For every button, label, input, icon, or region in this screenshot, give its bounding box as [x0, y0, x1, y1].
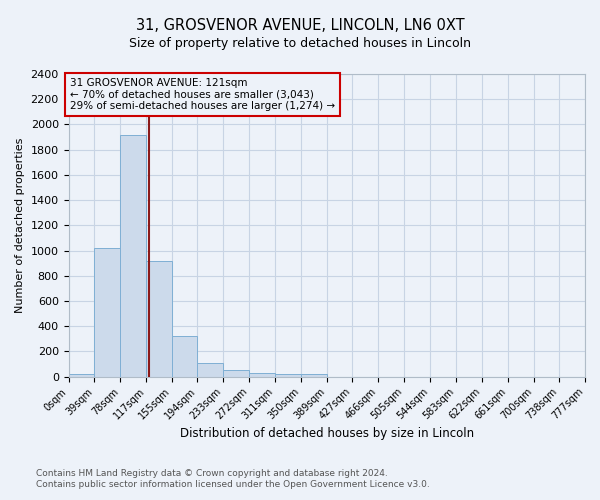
Bar — [197, 363, 223, 376]
Bar — [172, 336, 197, 376]
X-axis label: Distribution of detached houses by size in Lincoln: Distribution of detached houses by size … — [180, 427, 474, 440]
Bar — [121, 134, 146, 376]
Bar — [94, 248, 121, 376]
Bar — [146, 260, 172, 376]
Text: 31, GROSVENOR AVENUE, LINCOLN, LN6 0XT: 31, GROSVENOR AVENUE, LINCOLN, LN6 0XT — [136, 18, 464, 32]
Bar — [301, 374, 327, 376]
Text: Contains HM Land Registry data © Crown copyright and database right 2024.: Contains HM Land Registry data © Crown c… — [36, 468, 388, 477]
Text: Size of property relative to detached houses in Lincoln: Size of property relative to detached ho… — [129, 38, 471, 51]
Bar — [275, 374, 301, 376]
Bar — [223, 370, 250, 376]
Bar — [68, 374, 94, 376]
Text: Contains public sector information licensed under the Open Government Licence v3: Contains public sector information licen… — [36, 480, 430, 489]
Bar — [250, 373, 275, 376]
Text: 31 GROSVENOR AVENUE: 121sqm
← 70% of detached houses are smaller (3,043)
29% of : 31 GROSVENOR AVENUE: 121sqm ← 70% of det… — [70, 78, 335, 111]
Y-axis label: Number of detached properties: Number of detached properties — [15, 138, 25, 313]
